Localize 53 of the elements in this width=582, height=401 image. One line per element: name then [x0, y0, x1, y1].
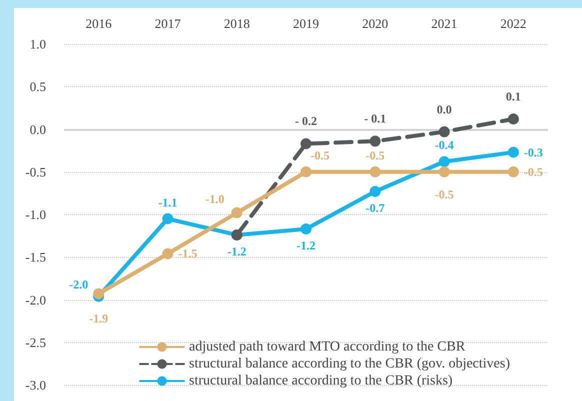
legend-label: adjusted path toward MTO according to the CBR [189, 340, 466, 354]
point [370, 186, 381, 197]
y-tick-label: 0.5 [30, 79, 46, 94]
legend-label: structural balance according to the CBR (risks) [189, 374, 453, 388]
x-tick-label: 2022 [500, 16, 526, 31]
y-tick-label: 1.0 [30, 36, 46, 52]
y-tick-label: -1.0 [25, 207, 46, 222]
x-tick-label: 2020 [362, 16, 388, 31]
data-label: -1.9 [89, 311, 108, 326]
y-tick-label: -1.5 [25, 250, 46, 265]
data-label: - 0.1 [364, 112, 386, 126]
point [162, 248, 174, 260]
point [370, 166, 381, 178]
point [231, 207, 242, 218]
x-tick-label: 2019 [293, 16, 319, 31]
data-label: -0.5 [366, 148, 385, 162]
data-label: 0.1 [506, 90, 521, 104]
x-tick-label: 2021 [431, 16, 458, 31]
point [438, 166, 450, 178]
data-label: 0.0 [436, 102, 452, 116]
data-label: -1.2 [227, 244, 246, 258]
data-label: -1.2 [296, 238, 316, 252]
y-tick-label: -2.5 [25, 334, 46, 350]
data-label: -0.5 [310, 148, 330, 162]
point [370, 136, 381, 147]
data-label: -1.1 [158, 195, 178, 210]
data-label: -2.0 [69, 277, 88, 292]
data-label: -1.5 [178, 246, 198, 261]
point [438, 126, 450, 138]
data-label: -0.4 [434, 138, 454, 152]
x-tick-label: 2017 [154, 16, 182, 31]
data-label: -0.7 [366, 200, 385, 215]
x-tick-label: 2016 [86, 16, 112, 31]
point [162, 213, 174, 224]
x-tick-label: 2018 [224, 16, 250, 31]
data-label: -1.0 [205, 192, 224, 206]
point [508, 114, 519, 125]
y-tick-label: 0.0 [30, 122, 46, 137]
data-label: -0.5 [524, 164, 543, 179]
y-tick-label: -3.0 [25, 378, 46, 392]
point [300, 223, 312, 234]
point [300, 166, 312, 178]
point [438, 156, 450, 168]
point [508, 166, 519, 178]
data-label: -0.5 [434, 187, 454, 202]
y-tick-label: -2.0 [25, 292, 46, 308]
point [508, 146, 519, 158]
data-label: -0.3 [524, 145, 543, 160]
point [300, 138, 312, 150]
legend-label: structural balance according to the CBR (gov. objectives) [189, 356, 510, 372]
point [93, 288, 104, 300]
y-tick-label: -0.5 [25, 164, 46, 180]
data-label: - 0.2 [295, 114, 317, 128]
